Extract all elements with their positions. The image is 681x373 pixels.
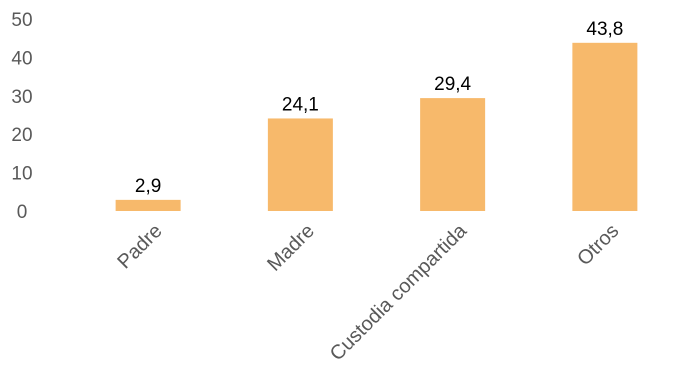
bar-padre	[115, 199, 181, 211]
y-axis: 0 10 20 30 40 50	[11, 10, 32, 223]
x-tick-label: Otros	[573, 220, 623, 270]
bar-custodia-compartida	[420, 98, 486, 211]
data-label: 43,8	[586, 19, 623, 40]
x-tick-label: Padre	[113, 220, 166, 273]
x-tick-label: Custodia compartida	[326, 219, 472, 365]
y-tick-label: 40	[11, 48, 32, 69]
y-tick-label: 30	[11, 87, 32, 108]
x-axis: Padre Madre Custodia compartida Otros	[113, 219, 623, 365]
data-label: 2,9	[135, 176, 161, 197]
data-labels-group: 2,9 24,1 29,4 43,8	[135, 19, 623, 197]
data-label: 24,1	[282, 94, 319, 115]
bar-otros	[572, 42, 638, 211]
bar-madre	[267, 118, 333, 211]
x-tick-label: Madre	[263, 220, 319, 276]
y-tick-label: 50	[11, 10, 32, 31]
y-tick-label: 0	[17, 202, 28, 223]
bars-group	[115, 42, 638, 211]
y-tick-label: 10	[11, 164, 32, 185]
y-tick-label: 20	[11, 125, 32, 146]
data-label: 29,4	[434, 74, 471, 95]
